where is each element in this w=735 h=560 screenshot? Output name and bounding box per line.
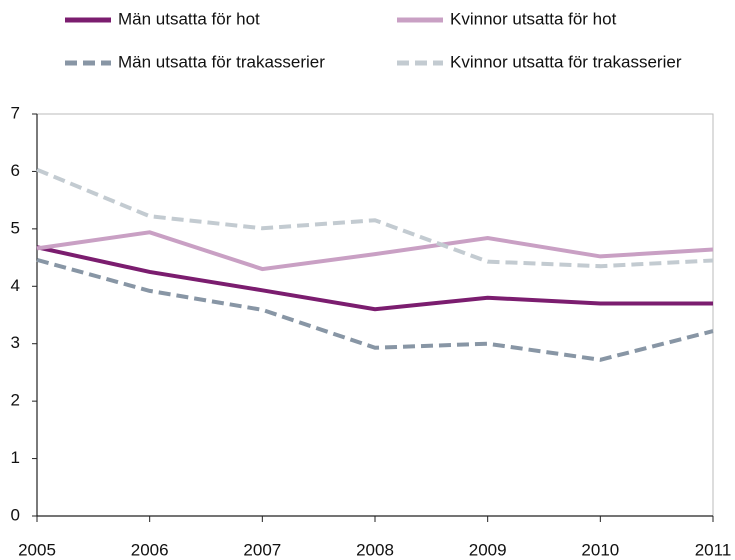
plot-frame <box>36 113 714 517</box>
x-tick-label: 2007 <box>243 540 281 559</box>
series-line <box>36 257 714 362</box>
x-tick-label: 2010 <box>581 540 619 559</box>
x-tick-label: 2006 <box>131 540 169 559</box>
legend-label: Män utsatta för trakasserier <box>118 52 325 71</box>
y-tick-label: 0 <box>11 505 20 524</box>
x-tick-label: 2008 <box>356 540 394 559</box>
series-line <box>36 167 714 269</box>
x-tick-label: 2005 <box>18 540 56 559</box>
y-tick-label: 3 <box>11 333 20 352</box>
legend-label: Kvinnor utsatta för hot <box>450 9 617 28</box>
y-tick-label: 1 <box>11 448 20 467</box>
legend-label: Män utsatta för hot <box>118 9 260 28</box>
x-tick-label: 2011 <box>695 540 732 559</box>
y-tick-label: 2 <box>11 391 20 410</box>
y-tick-label: 4 <box>11 276 20 295</box>
y-tick-label: 5 <box>11 218 20 237</box>
x-tick-label: 2009 <box>469 540 507 559</box>
series-line <box>36 230 714 272</box>
series-line <box>36 245 713 312</box>
y-tick-label: 7 <box>11 103 20 122</box>
y-tick-label: 6 <box>11 161 20 180</box>
legend-label: Kvinnor utsatta för trakasserier <box>450 52 682 71</box>
